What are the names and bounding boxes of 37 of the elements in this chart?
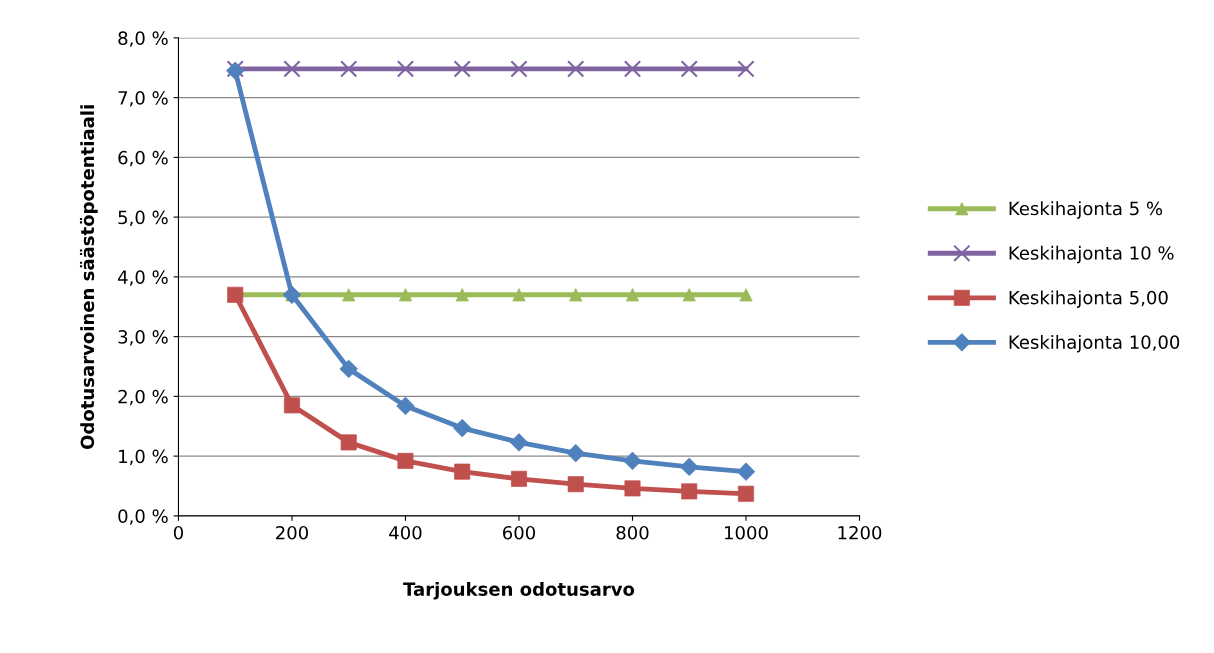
point [283, 397, 300, 414]
point [567, 60, 585, 78]
x-tick-label: 1000 [725, 525, 768, 540]
point [511, 470, 527, 487]
point [680, 60, 698, 78]
y-tick-label: 7,0 % [118, 91, 168, 107]
point [737, 60, 755, 78]
point [397, 452, 414, 469]
point [340, 60, 358, 78]
point [509, 433, 529, 452]
x-axis-title: Tarjouksen odotusarvo [403, 581, 635, 600]
legend-label: Keskihajonta 10,00 [1009, 334, 1180, 353]
x-tick-label: 800 [616, 525, 649, 540]
x-tick-label: 0 [173, 525, 183, 540]
y-axis-title: Odotusarvoinen säästöpotentiaali [79, 105, 98, 450]
y-tick-label: 5,0 % [118, 210, 168, 227]
y-tick-label: 4,0 % [118, 270, 168, 286]
point [396, 60, 415, 78]
legend-label: Keskihajonta 5 % [1009, 201, 1163, 219]
legend-label: Keskihajonta 5,00 [1009, 290, 1168, 308]
y-tick-label: 1,0 % [119, 449, 168, 466]
x-tick-label: 400 [389, 525, 422, 540]
y-tick-label: 2,0 % [118, 389, 168, 406]
point [283, 60, 301, 78]
point [453, 60, 471, 78]
y-tick-label: 3,0 % [118, 330, 168, 346]
x-tick-label: 1200 [838, 525, 882, 540]
y-tick-label: 8,0 % [118, 31, 168, 47]
point [623, 60, 642, 78]
y-tick-label: 0,0 % [118, 509, 168, 525]
y-tick-label: 6,0 % [118, 150, 168, 167]
point [510, 60, 528, 78]
point [623, 451, 642, 471]
x-tick-label: 600 [503, 525, 536, 540]
x-tick-label: 200 [276, 525, 308, 540]
legend-label: Keskihajonta 10 % [1009, 245, 1174, 264]
point [396, 396, 415, 416]
